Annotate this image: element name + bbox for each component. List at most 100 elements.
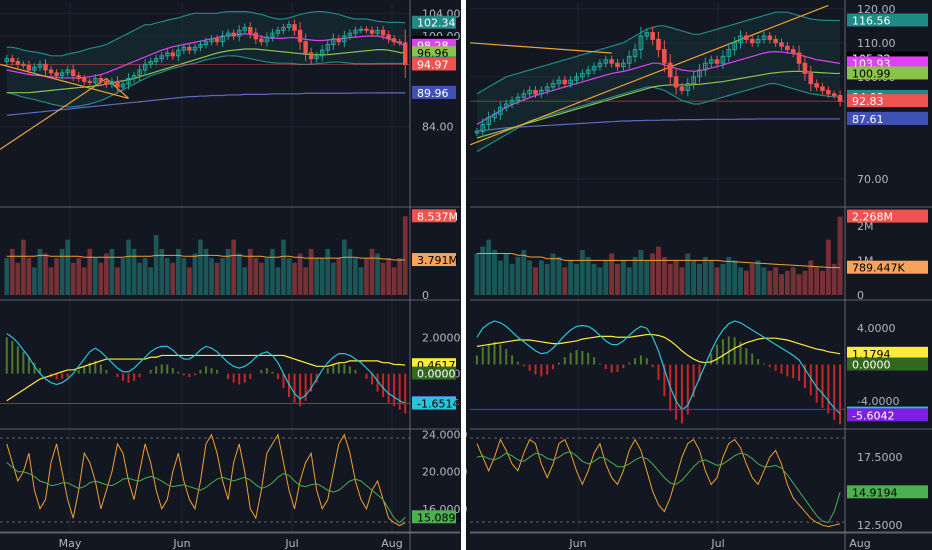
osc-badge <box>412 510 456 524</box>
volume-bar <box>220 258 225 295</box>
candle-body <box>231 32 236 37</box>
volume-bar <box>253 258 259 295</box>
macd-histogram-bar <box>343 364 346 374</box>
macd-histogram-bar <box>698 364 701 381</box>
candle-body <box>397 41 402 44</box>
candle-body <box>225 32 231 37</box>
candle-body <box>281 27 286 31</box>
candle-body <box>773 38 778 44</box>
volume-bar <box>492 250 497 295</box>
macd-histogram-bar <box>99 364 102 374</box>
volume-bar <box>303 267 308 295</box>
volume-bar <box>120 258 126 295</box>
volume-bar <box>170 262 176 295</box>
candle-body <box>597 62 603 68</box>
volume-bar <box>486 239 492 295</box>
candle-body <box>808 72 814 85</box>
macd-histogram-bar <box>522 364 525 367</box>
volume-bar <box>779 274 784 295</box>
macd-badge-label: -5.6042 <box>852 409 894 422</box>
price-tick-label: 120.00 <box>857 3 896 16</box>
candle-body <box>380 29 386 36</box>
volume-bar <box>509 263 515 295</box>
macd-histogram-bar <box>803 364 806 389</box>
volume-bar <box>292 262 297 295</box>
candle-body <box>32 66 37 71</box>
candle-body <box>93 78 98 83</box>
candle-body <box>509 100 515 105</box>
volume-bar <box>192 253 198 295</box>
candle-body <box>720 55 726 64</box>
volume-bar <box>76 258 82 295</box>
volume-bar <box>732 260 738 295</box>
volume-bar <box>796 274 802 295</box>
macd-histogram-bar <box>557 362 560 365</box>
candle-body <box>550 83 556 88</box>
volume-bar <box>556 256 562 295</box>
volume-bar <box>749 263 755 295</box>
macd-histogram-bar <box>511 355 514 365</box>
candle-body <box>814 83 819 88</box>
macd-badge <box>412 366 456 380</box>
candle-body <box>264 36 270 43</box>
macd-histogram-bar <box>249 373 252 380</box>
macd-line <box>6 333 406 405</box>
macd-histogram-bar <box>651 364 654 368</box>
macd-histogram-bar <box>387 373 390 403</box>
volume-bar <box>632 256 638 295</box>
macd-histogram-bar <box>657 364 660 380</box>
candle-body <box>270 32 275 38</box>
volume-bar <box>515 256 521 295</box>
macd-histogram-bar <box>22 351 25 374</box>
macd-histogram-bar <box>563 357 566 365</box>
macd-histogram-bar <box>639 355 642 365</box>
osc-badge-label: 14.9194 <box>852 486 898 499</box>
macd-histogram-bar <box>762 363 765 365</box>
volume-bar <box>308 248 314 295</box>
candle-body <box>820 86 825 91</box>
macd-histogram-bar <box>505 349 508 365</box>
macd-badge <box>847 408 928 422</box>
macd-histogram-bar <box>11 340 14 374</box>
osc-tick-label: 12.5000 <box>857 519 903 532</box>
candle-body <box>43 63 48 71</box>
candle-body <box>662 49 667 64</box>
volume-bar <box>503 253 509 295</box>
candle-body <box>556 79 562 85</box>
volume-bar <box>544 263 550 295</box>
volume-bar <box>92 258 98 295</box>
chart-panel-1[interactable]: 104.00100.0084.00102.3498.7598.2896.9695… <box>0 0 468 550</box>
volume-bar <box>342 239 347 295</box>
macd-histogram-bar <box>404 373 407 414</box>
macd-histogram-bar <box>768 364 771 368</box>
candle-body <box>203 41 209 46</box>
volume-bar <box>270 248 275 295</box>
volume-bar <box>402 216 408 295</box>
volume-bar <box>59 248 65 295</box>
macd-histogram-bar <box>127 373 130 383</box>
volume-bar <box>314 258 320 295</box>
moving-average-slow-line <box>6 92 406 116</box>
volume-bar <box>585 256 591 295</box>
volume-bar <box>81 267 87 295</box>
volume-bar <box>527 260 533 295</box>
volume-bar <box>364 258 369 295</box>
candle-body <box>358 28 364 31</box>
macd-histogram-bar <box>310 373 313 392</box>
candle-body <box>15 61 21 65</box>
macd-histogram-bar <box>66 373 69 378</box>
trend-rising-line <box>469 4 829 146</box>
volume-bar <box>37 248 43 295</box>
chart-panel-2[interactable]: 120.00110.00100.0070.00116.56105.32103.9… <box>469 0 932 550</box>
macd-histogram-bar <box>166 364 169 374</box>
macd-histogram-bar <box>382 373 385 398</box>
macd-histogram-bar <box>663 364 666 397</box>
volume-bar <box>702 256 708 295</box>
macd-histogram-bar <box>210 368 213 374</box>
macd-histogram-bar <box>499 344 502 365</box>
candle-body <box>187 46 192 51</box>
volume-bar <box>397 258 403 295</box>
macd-histogram-bar <box>33 362 36 374</box>
candle-body <box>609 59 614 64</box>
